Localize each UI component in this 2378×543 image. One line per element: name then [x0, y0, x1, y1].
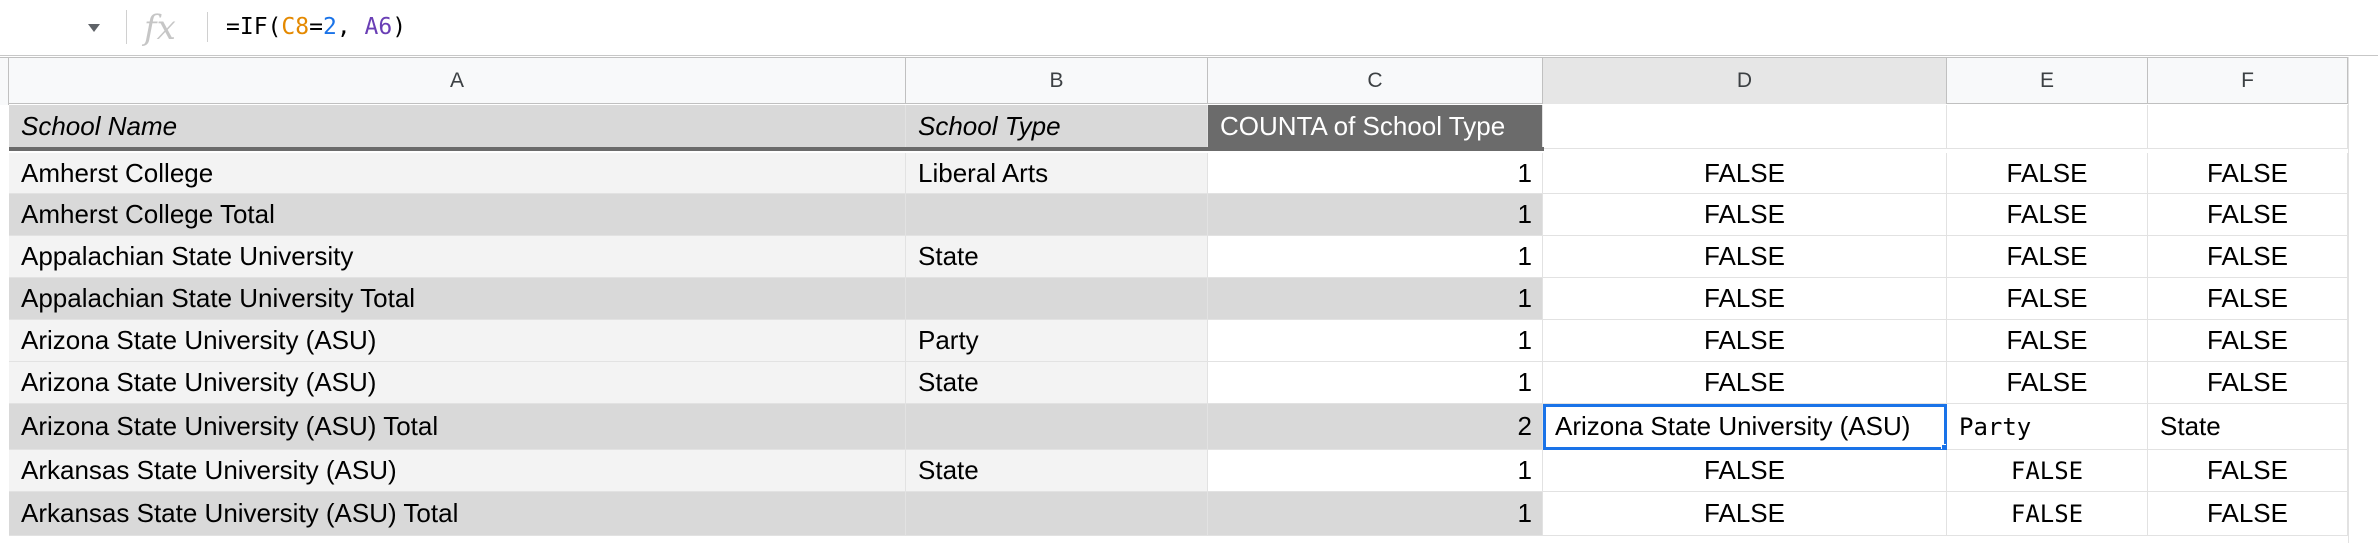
cell-e[interactable]: Party	[1947, 404, 2148, 450]
column-header-b[interactable]: B	[906, 58, 1208, 104]
cell-f[interactable]: FALSE	[2148, 236, 2348, 278]
header-cell-c[interactable]: COUNTA of School Type	[1208, 105, 1543, 149]
fx-icon: fx	[144, 8, 176, 48]
divider	[207, 12, 208, 42]
grid-right-edge	[2348, 57, 2378, 543]
cell-c[interactable]: 1	[1208, 194, 1543, 236]
cell-a[interactable]: Appalachian State University	[9, 236, 906, 278]
cell-e[interactable]: FALSE	[1947, 278, 2148, 320]
column-header-e[interactable]: E	[1947, 58, 2148, 104]
cell-c[interactable]: 2	[1208, 404, 1543, 450]
cell-e[interactable]: FALSE	[1947, 450, 2148, 492]
cell-a[interactable]: Arkansas State University (ASU) Total	[9, 492, 906, 536]
cell-b[interactable]	[906, 404, 1208, 450]
cell-a[interactable]: Appalachian State University Total	[9, 278, 906, 320]
spreadsheet-grid: A B C D E F School Name School Type COUNTA…	[0, 57, 2378, 543]
cell-e[interactable]: FALSE	[1947, 194, 2148, 236]
formula-input[interactable]: =IF(C8=2, A6)	[226, 14, 406, 40]
table-row: Amherst College Liberal Arts 1 FALSE FALSE FA…	[0, 153, 2378, 194]
cell-c[interactable]: 1	[1208, 492, 1543, 536]
column-header-c[interactable]: C	[1208, 58, 1543, 104]
cell-d[interactable]: FALSE	[1543, 320, 1947, 362]
table-row: Arizona State University (ASU) Total 2 Ari…	[0, 404, 2378, 450]
cell-f[interactable]: FALSE	[2148, 153, 2348, 194]
cell-d[interactable]: FALSE	[1543, 450, 1947, 492]
table-header-row: School Name School Type COUNTA of School T…	[0, 105, 2378, 149]
cell-b[interactable]	[906, 278, 1208, 320]
cell-b[interactable]	[906, 492, 1208, 536]
cell-d[interactable]: FALSE	[1543, 194, 1947, 236]
cell-b[interactable]	[906, 194, 1208, 236]
cell-c[interactable]: 1	[1208, 320, 1543, 362]
header-cell-d[interactable]	[1543, 105, 1947, 149]
table-row: Arizona State University (ASU) Party 1 FALS…	[0, 320, 2378, 362]
cell-c[interactable]: 1	[1208, 278, 1543, 320]
cell-f[interactable]: State	[2148, 404, 2348, 450]
formula-sep: ,	[336, 14, 365, 40]
cell-e[interactable]: FALSE	[1947, 153, 2148, 194]
cell-f[interactable]: FALSE	[2148, 278, 2348, 320]
cell-d[interactable]: FALSE	[1543, 236, 1947, 278]
formula-ref-a6: A6	[364, 14, 393, 40]
table-row: Amherst College Total 1 FALSE FALSE FALSE	[0, 194, 2378, 236]
cell-a[interactable]: Arkansas State University (ASU)	[9, 450, 906, 492]
name-box-dropdown-icon[interactable]	[88, 24, 100, 32]
cell-f[interactable]: FALSE	[2148, 194, 2348, 236]
formula-number: 2	[322, 14, 337, 40]
formula-prefix: =IF(	[226, 14, 282, 40]
table-row: Arizona State University (ASU) State 1 FALS…	[0, 362, 2378, 404]
select-all-corner[interactable]	[0, 58, 9, 105]
cell-e[interactable]: FALSE	[1947, 492, 2148, 536]
table-row: Arkansas State University (ASU) Total 1 FA…	[0, 492, 2378, 536]
cell-c[interactable]: 1	[1208, 362, 1543, 404]
cell-a[interactable]: Arizona State University (ASU)	[9, 362, 906, 404]
cell-a[interactable]: Arizona State University (ASU) Total	[9, 404, 906, 450]
cell-c[interactable]: 1	[1208, 153, 1543, 194]
header-cell-e[interactable]	[1947, 105, 2148, 149]
column-header-row: A B C D E F	[0, 57, 2378, 105]
formula-eq: =	[309, 14, 323, 40]
cell-f[interactable]: FALSE	[2148, 320, 2348, 362]
header-cell-a[interactable]: School Name	[9, 105, 906, 149]
column-header-f[interactable]: F	[2148, 58, 2348, 104]
cell-b[interactable]: Liberal Arts	[906, 153, 1208, 194]
divider	[126, 10, 127, 44]
cell-f[interactable]: FALSE	[2148, 362, 2348, 404]
cell-b[interactable]: State	[906, 236, 1208, 278]
cell-e[interactable]: FALSE	[1947, 362, 2148, 404]
formula-ref-c8: C8	[281, 14, 310, 40]
cell-b[interactable]: State	[906, 450, 1208, 492]
cell-c[interactable]: 1	[1208, 450, 1543, 492]
cell-b[interactable]: State	[906, 362, 1208, 404]
cell-a[interactable]: Amherst College Total	[9, 194, 906, 236]
header-underline	[9, 147, 1544, 151]
cell-a[interactable]: Arizona State University (ASU)	[9, 320, 906, 362]
cell-a[interactable]: Amherst College	[9, 153, 906, 194]
selected-cell-d8[interactable]: Arizona State University (ASU)	[1543, 404, 1947, 450]
formula-suffix: )	[392, 14, 407, 40]
column-header-d[interactable]: D	[1543, 58, 1947, 104]
fill-handle[interactable]	[1941, 444, 1946, 449]
cell-f[interactable]: FALSE	[2148, 492, 2348, 536]
cell-d[interactable]: FALSE	[1543, 362, 1947, 404]
cell-c[interactable]: 1	[1208, 236, 1543, 278]
cell-f[interactable]: FALSE	[2148, 450, 2348, 492]
cell-d[interactable]: FALSE	[1543, 153, 1947, 194]
cell-b[interactable]: Party	[906, 320, 1208, 362]
header-cell-b[interactable]: School Type	[906, 105, 1208, 149]
cell-d[interactable]: FALSE	[1543, 278, 1947, 320]
header-cell-f[interactable]	[2148, 105, 2348, 149]
cell-d[interactable]: FALSE	[1543, 492, 1947, 536]
column-header-a[interactable]: A	[9, 58, 906, 104]
table-row: Arkansas State University (ASU) State 1 FAL…	[0, 450, 2378, 492]
table-row: Appalachian State University State 1 FALSE F…	[0, 236, 2378, 278]
table-row: Appalachian State University Total 1 FALSE…	[0, 278, 2378, 320]
cell-e[interactable]: FALSE	[1947, 236, 2148, 278]
formula-bar: fx =IF(C8=2, A6)	[0, 0, 2378, 56]
cell-e[interactable]: FALSE	[1947, 320, 2148, 362]
